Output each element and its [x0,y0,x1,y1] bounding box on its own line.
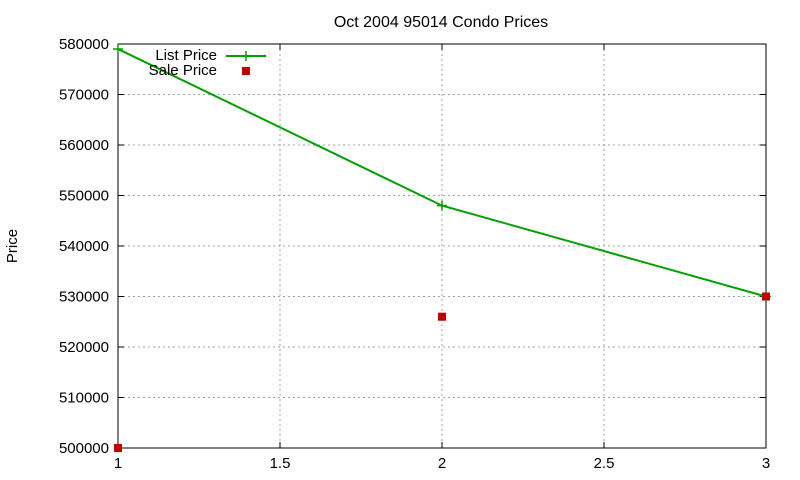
y-tick-label: 570000 [59,87,109,104]
y-tick-label: 550000 [59,188,109,205]
x-tick-label: 3 [762,455,770,472]
square-marker [114,444,122,452]
y-tick-label: 540000 [59,238,109,255]
y-axis-ticks: 500000 510000 520000 530000 540000 550000 5600… [59,36,766,457]
square-marker [242,67,250,75]
x-tick-label: 2.5 [594,455,615,472]
square-marker [438,312,446,321]
y-tick-label: 530000 [59,289,109,306]
square-marker [762,292,770,301]
x-tick-label: 2 [438,455,446,472]
y-tick-label: 560000 [59,137,109,154]
legend-label: Sale Price [149,62,217,79]
y-tick-label: 520000 [59,339,109,356]
chart-title: Oct 2004 95014 Condo Prices [334,14,548,31]
x-tick-label: 1.5 [270,455,291,472]
legend-label: List Price [155,47,217,64]
x-tick-label: 1 [114,455,122,472]
x-axis-ticks: 1 1.5 2 2.5 3 [114,44,770,472]
y-tick-label: 510000 [59,390,109,407]
y-tick-label: 580000 [59,36,109,53]
y-axis-label: Price [4,229,21,263]
grid-lines [118,44,766,448]
y-tick-label: 500000 [59,440,109,457]
plot-frame [117,43,767,449]
series-layer [113,44,771,452]
